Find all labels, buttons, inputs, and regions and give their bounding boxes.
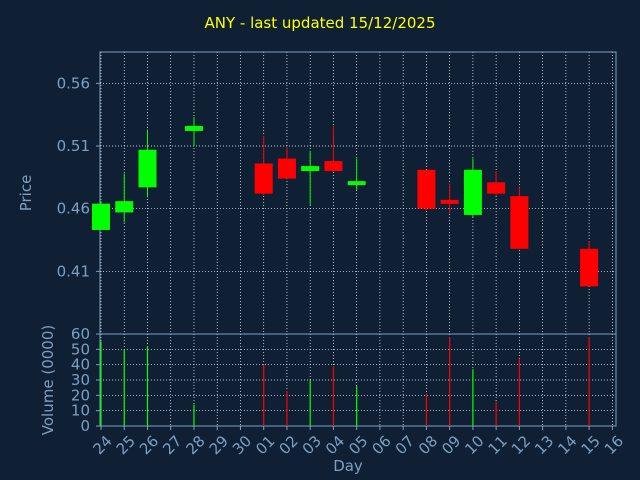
- volume-y-tick-label: 30: [71, 371, 90, 389]
- candle-body: [184, 125, 203, 131]
- candle-body: [301, 166, 320, 172]
- volume-y-tick-label: 10: [71, 402, 90, 420]
- price-y-tick-label: 0.46: [57, 200, 90, 218]
- chart-title: ANY - last updated 15/12/2025: [204, 14, 436, 32]
- volume-y-tick-label: 20: [71, 386, 90, 404]
- x-tick-label: 16: [601, 432, 627, 458]
- x-axis-label: Day: [333, 457, 363, 475]
- candle-body: [510, 196, 529, 249]
- candle-body: [92, 203, 110, 230]
- candle-body: [417, 169, 436, 209]
- volume-y-tick-label: 60: [71, 325, 90, 343]
- candle-body: [580, 248, 599, 287]
- candle-body: [440, 199, 459, 204]
- candle-body: [115, 201, 134, 213]
- candle-body: [324, 161, 343, 172]
- candle-body: [347, 181, 366, 186]
- volume-y-tick-label: 40: [71, 356, 90, 374]
- price-y-tick-label: 0.51: [57, 137, 90, 155]
- volume-axis-label: Volume (0000): [39, 325, 57, 435]
- volume-y-tick-label: 50: [71, 340, 90, 358]
- volume-panel-frame: [99, 333, 617, 427]
- price-y-tick-label: 0.56: [57, 74, 90, 92]
- candle-body: [487, 182, 506, 194]
- candle-body: [277, 158, 296, 179]
- candle-body: [138, 149, 157, 188]
- volume-y-tick-label: 0: [80, 417, 90, 435]
- price-axis-label: Price: [17, 175, 35, 212]
- candle-body: [254, 163, 273, 194]
- price-y-tick-label: 0.41: [57, 262, 90, 280]
- candle-body: [463, 169, 482, 215]
- price-panel-frame: [99, 51, 617, 335]
